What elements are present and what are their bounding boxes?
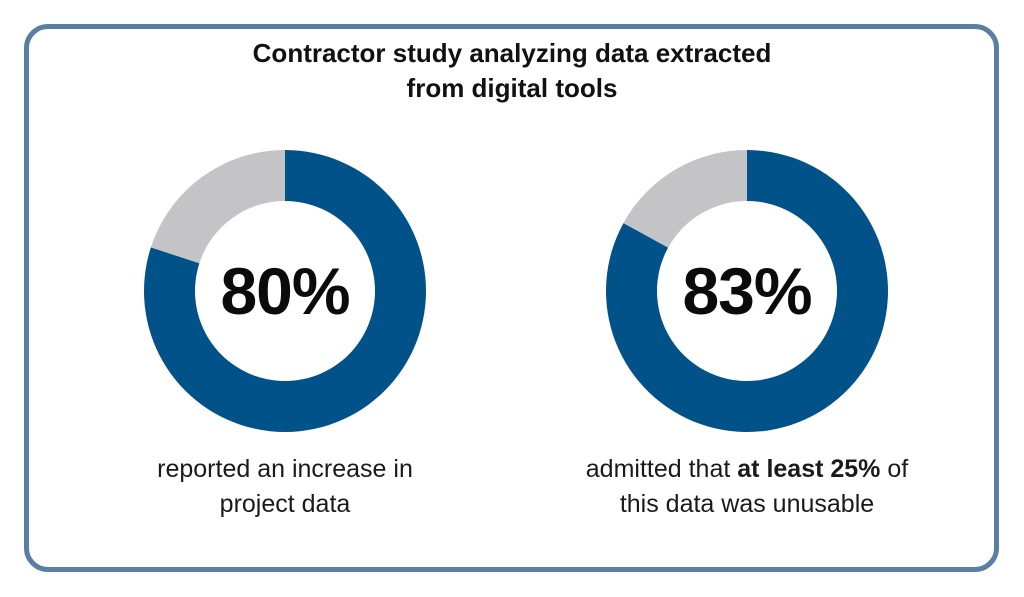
caption-2-line-2: this data was unusable [619,490,875,518]
title-line-2: from digital tools [406,73,618,103]
title-line-1: Contractor study analyzing data extracte… [252,38,772,68]
caption-2-emphasis: at least 25% [737,455,881,483]
caption-2-line-1-post: of [880,455,909,483]
donut-1-slice-2 [150,150,285,264]
donut-chart-2: 83% [604,148,890,434]
caption-1-line-2: project data [219,490,351,518]
donut-1-slice-1 [144,150,427,432]
caption-2-line-1-pre: admitted that [585,455,738,483]
caption-1-line-1: reported an increase in [157,455,413,483]
chart-title: Contractor study analyzing data extracte… [0,36,1024,106]
caption-2: admitted that at least 25% of this data … [555,452,939,522]
donut-2-percentage: 83% [682,254,812,328]
caption-1: reported an increase in project data [105,452,465,522]
donut-2-slice-2 [623,150,747,248]
donut-chart-1: 80% [142,148,428,434]
caption-2-line-1: admitted that at least 25% of [555,452,939,487]
donut-svg-1 [144,150,427,432]
donut-svg-2 [606,150,888,432]
donut-2-slice-1 [606,150,888,432]
donut-1-percentage: 80% [220,254,350,328]
